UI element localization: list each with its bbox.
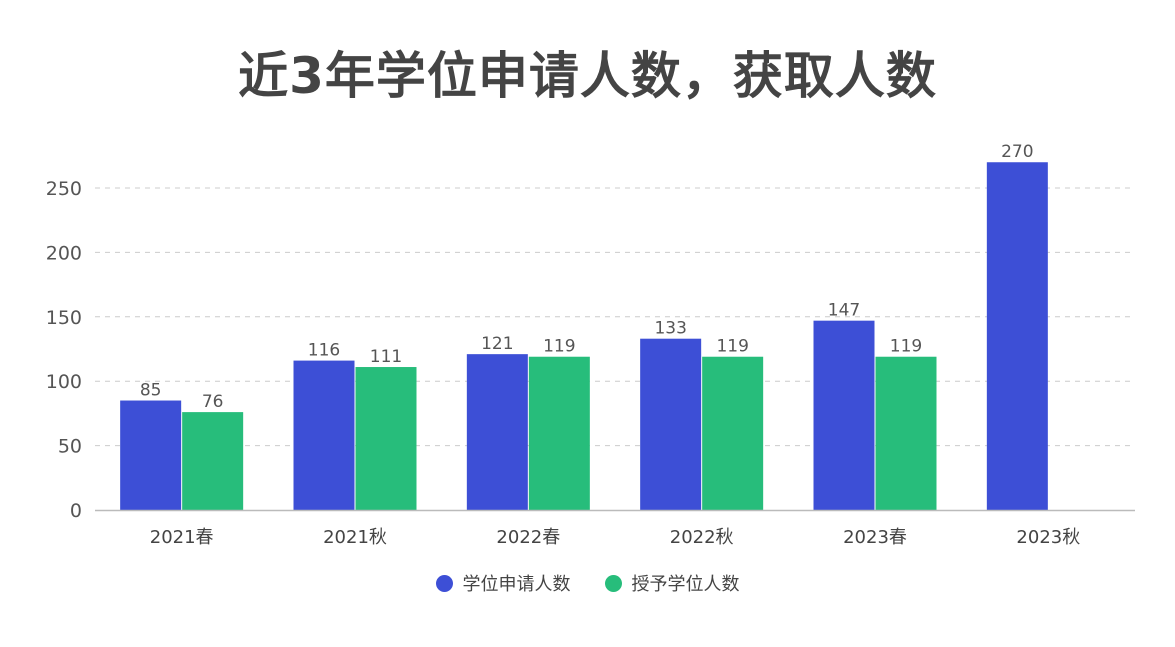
y-tick-label: 50	[58, 436, 82, 458]
legend-dot-icon	[435, 574, 453, 592]
data-label: 270	[1001, 142, 1033, 162]
data-label: 119	[890, 337, 922, 357]
y-tick-label: 100	[46, 371, 82, 393]
bar	[120, 400, 182, 510]
bar	[702, 356, 764, 510]
x-tick-label: 2021春	[150, 527, 214, 548]
bar	[640, 338, 702, 510]
bar	[986, 162, 1048, 511]
data-label: 133	[654, 319, 686, 339]
y-tick-label: 200	[46, 242, 82, 264]
data-label: 121	[481, 334, 513, 354]
data-label: 119	[543, 337, 575, 357]
y-tick-label: 150	[46, 307, 82, 329]
data-label: 119	[716, 337, 748, 357]
bar	[528, 356, 590, 510]
y-tick-label: 0	[70, 500, 82, 522]
bar	[466, 354, 528, 510]
data-label: 76	[202, 392, 224, 412]
x-tick-label: 2021秋	[323, 527, 387, 548]
legend-item-applications[interactable]: 学位申请人数	[435, 570, 571, 596]
y-tick-label: 250	[46, 178, 82, 200]
data-label: 147	[828, 301, 860, 321]
x-tick-label: 2023春	[843, 527, 907, 548]
legend-label: 学位申请人数	[462, 574, 571, 595]
data-label: 85	[140, 381, 162, 401]
bar	[875, 356, 937, 510]
legend-label: 授予学位人数	[631, 574, 740, 595]
x-tick-label: 2022春	[496, 527, 560, 548]
legend-dot-icon	[604, 574, 622, 592]
bar	[182, 412, 244, 510]
x-tick-label: 2023秋	[1016, 527, 1080, 548]
data-label: 116	[308, 341, 340, 361]
bar	[355, 367, 417, 510]
x-tick-label: 2022秋	[670, 527, 734, 548]
legend: 学位申请人数 授予学位人数	[0, 570, 1175, 596]
bar	[293, 360, 355, 510]
data-label: 111	[370, 347, 402, 367]
legend-item-granted[interactable]: 授予学位人数	[604, 570, 740, 596]
bar	[813, 320, 875, 510]
chart-title: 近3年学位申请人数，获取人数	[238, 47, 937, 105]
